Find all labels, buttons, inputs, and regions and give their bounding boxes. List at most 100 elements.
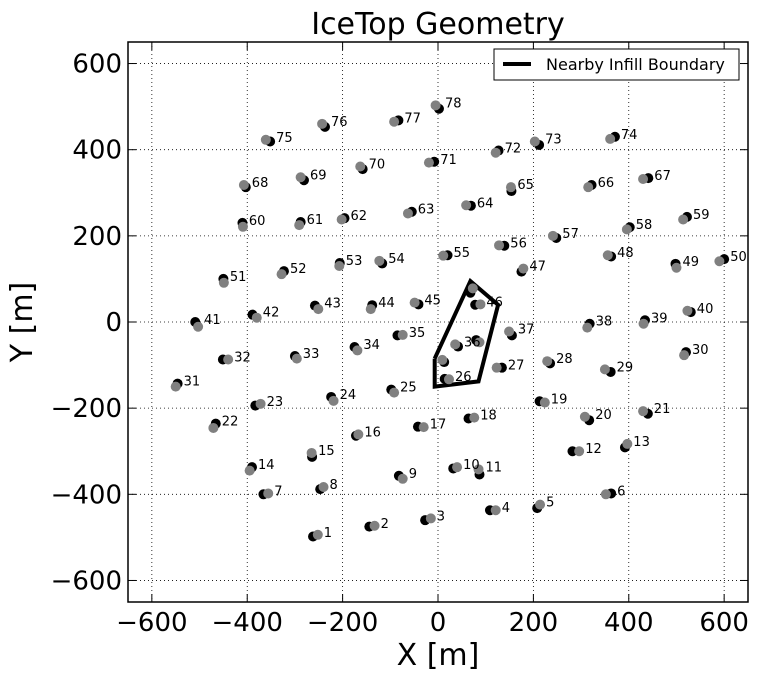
station-61-tank-b <box>294 220 305 231</box>
station-76-tank-b <box>317 118 328 129</box>
station-19-tank-b <box>539 397 550 408</box>
station-label-66: 66 <box>598 176 615 191</box>
station-label-50: 50 <box>730 250 747 265</box>
station-label-8: 8 <box>330 478 338 493</box>
station-6-tank-b <box>600 489 611 500</box>
station-81-tank-b <box>474 337 485 348</box>
station-label-25: 25 <box>400 381 417 396</box>
station-label-67: 67 <box>654 169 671 184</box>
station-34-tank-b <box>352 345 363 356</box>
station-60-tank-b <box>237 221 248 232</box>
station-label-17: 17 <box>430 418 447 433</box>
station-label-55: 55 <box>454 246 471 261</box>
station-label-5: 5 <box>546 496 554 511</box>
station-27-tank-b <box>491 362 502 373</box>
station-39-tank-b <box>638 318 649 329</box>
x-tick-label-1: −400 <box>212 608 283 638</box>
station-label-57: 57 <box>562 227 579 242</box>
y-tick-label-0: −600 <box>51 566 122 596</box>
station-label-58: 58 <box>636 218 653 233</box>
station-label-65: 65 <box>517 178 534 193</box>
station-37-tank-b <box>504 326 515 337</box>
station-label-12: 12 <box>585 442 602 457</box>
station-label-9: 9 <box>409 467 417 482</box>
station-40-tank-b <box>682 305 693 316</box>
y-tick-label-3: 0 <box>105 308 122 338</box>
station-label-18: 18 <box>480 409 497 424</box>
station-label-1: 1 <box>324 526 332 541</box>
station-28-tank-b <box>542 356 553 367</box>
station-label-38: 38 <box>596 315 613 330</box>
x-tick-label-5: 400 <box>604 608 654 638</box>
station-62-tank-b <box>336 214 347 225</box>
station-68-tank-b <box>238 180 249 191</box>
station-label-68: 68 <box>252 176 269 191</box>
station-label-47: 47 <box>529 260 546 275</box>
chart-title: IceTop Geometry <box>311 7 565 42</box>
station-label-28: 28 <box>556 352 573 367</box>
station-label-73: 73 <box>545 133 562 148</box>
station-29-tank-b <box>599 364 610 375</box>
station-label-29: 29 <box>617 360 634 375</box>
station-35-tank-b <box>397 329 408 340</box>
x-tick-label-6: 600 <box>699 608 749 638</box>
station-78-tank-b <box>430 100 441 111</box>
infill-boundary-layer <box>432 277 501 389</box>
station-label-10: 10 <box>463 458 480 473</box>
station-77-tank-b <box>389 116 400 127</box>
legend: Nearby Infill Boundary <box>493 48 740 81</box>
station-label-54: 54 <box>388 252 405 267</box>
station-label-7: 7 <box>274 484 282 499</box>
station-70-tank-b <box>355 161 366 172</box>
station-66-tank-b <box>583 182 594 193</box>
station-74-tank-b <box>605 133 616 144</box>
station-label-42: 42 <box>263 306 280 321</box>
station-46-tank-b <box>475 299 486 310</box>
y-tick-label-6: 600 <box>72 50 122 80</box>
station-38-tank-b <box>582 322 593 333</box>
station-31-tank-b <box>170 381 181 392</box>
station-label-19: 19 <box>551 392 568 407</box>
station-56-tank-b <box>494 240 505 251</box>
station-label-23: 23 <box>267 395 284 410</box>
station-58-tank-b <box>621 224 632 235</box>
station-label-27: 27 <box>508 359 525 374</box>
station-label-33: 33 <box>303 347 320 362</box>
station-33-tank-b <box>291 353 302 364</box>
station-label-34: 34 <box>363 338 380 353</box>
station-label-14: 14 <box>258 458 275 473</box>
station-label-37: 37 <box>518 323 535 338</box>
station-12-tank-b <box>574 446 585 457</box>
station-53-tank-b <box>334 261 345 271</box>
station-45-tank-b <box>409 297 420 308</box>
station-label-22: 22 <box>222 415 239 430</box>
station-7-tank-b <box>263 488 274 499</box>
y-tick-label-4: 200 <box>72 222 122 252</box>
station-label-2: 2 <box>381 517 389 532</box>
station-label-13: 13 <box>633 435 650 450</box>
station-73-tank-b <box>529 136 540 147</box>
legend-box <box>493 48 740 81</box>
station-5-tank-b <box>535 499 546 510</box>
x-tick-label-3: 0 <box>430 608 447 638</box>
station-21-tank-b <box>638 406 649 417</box>
station-15-tank-b <box>306 447 317 458</box>
station-71-tank-b <box>423 157 434 168</box>
station-label-46: 46 <box>486 295 503 310</box>
station-label-59: 59 <box>693 208 710 223</box>
station-label-71: 71 <box>440 153 457 168</box>
station-52-tank-b <box>276 269 287 280</box>
x-tick-labels: −600 −400 −200 0 200 400 600 <box>116 608 749 638</box>
x-tick-label-2: −200 <box>307 608 378 638</box>
station-label-21: 21 <box>654 402 671 417</box>
station-79-tank-b <box>467 283 478 294</box>
y-tick-label-1: −400 <box>51 480 122 510</box>
station-69-tank-b <box>295 172 306 183</box>
station-label-72: 72 <box>505 142 522 157</box>
station-49-tank-b <box>671 262 682 273</box>
x-axis-title: X [m] <box>397 638 480 673</box>
station-3-tank-b <box>425 513 436 524</box>
station-label-45: 45 <box>424 294 441 309</box>
